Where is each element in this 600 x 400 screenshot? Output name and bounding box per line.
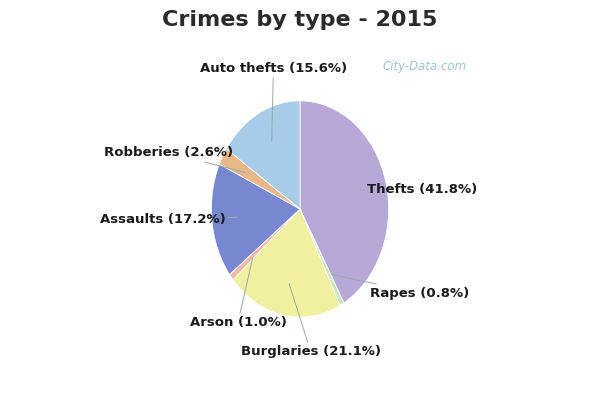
Text: Assaults (17.2%): Assaults (17.2%): [100, 213, 238, 226]
Text: Rapes (0.8%): Rapes (0.8%): [331, 274, 469, 300]
Wedge shape: [226, 101, 300, 209]
Wedge shape: [233, 209, 340, 317]
Text: City-Data.com: City-Data.com: [382, 60, 467, 73]
Text: Crimes by type - 2015: Crimes by type - 2015: [163, 10, 437, 30]
Text: Burglaries (21.1%): Burglaries (21.1%): [241, 284, 380, 358]
Wedge shape: [300, 209, 344, 306]
Wedge shape: [220, 149, 300, 209]
Text: Robberies (2.6%): Robberies (2.6%): [104, 146, 245, 172]
Wedge shape: [230, 209, 300, 280]
Text: Arson (1.0%): Arson (1.0%): [190, 258, 286, 329]
Wedge shape: [300, 101, 389, 303]
Wedge shape: [211, 164, 300, 274]
Text: Auto thefts (15.6%): Auto thefts (15.6%): [200, 62, 347, 141]
Text: Thefts (41.8%): Thefts (41.8%): [361, 183, 478, 196]
